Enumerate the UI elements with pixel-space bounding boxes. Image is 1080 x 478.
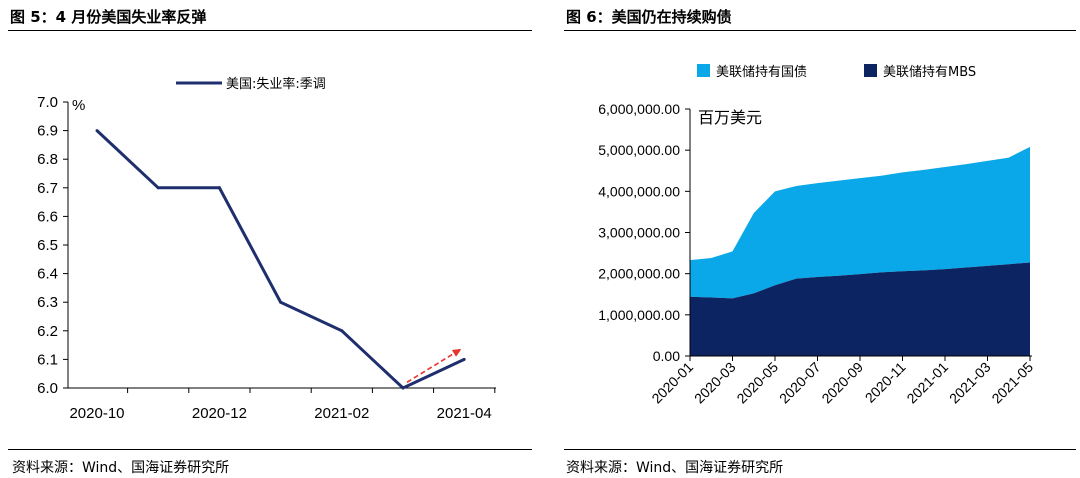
- y-tick-label: 6.5: [37, 237, 58, 254]
- y-tick-label: 6.0: [37, 380, 58, 397]
- right-x-tick-label: 2020-07: [776, 359, 824, 407]
- right-y-unit-label: 百万美元: [698, 108, 762, 127]
- unemployment-data-point: [401, 386, 405, 390]
- y-tick-label: 6.8: [37, 151, 58, 168]
- y-tick-label: 6.2: [37, 323, 58, 340]
- right-y-tick-label: 2,000,000.00: [598, 266, 680, 282]
- y-tick-label: 6.7: [37, 180, 58, 197]
- right-y-tick-label: 3,000,000.00: [598, 225, 680, 241]
- right-x-tick-label: 2021-05: [988, 359, 1036, 407]
- left-chart-title: 图 5：4 月份美国失业率反弹: [10, 8, 207, 26]
- unemployment-data-point: [156, 186, 160, 190]
- unemployment-data-point: [279, 300, 283, 304]
- treasury-holdings-area: [690, 146, 1030, 299]
- x-tick-label: 2020-12: [192, 405, 247, 422]
- unemployment-data-point: [340, 329, 344, 333]
- legend-label-treasury: 美联储持有国债: [716, 65, 807, 80]
- right-y-tick-label: 0.00: [653, 348, 680, 364]
- x-tick-label: 2021-04: [437, 405, 492, 422]
- right-x-tick-label: 2020-05: [733, 359, 781, 407]
- right-x-tick-label: 2020-09: [818, 359, 866, 407]
- left-title-rule: [8, 30, 532, 31]
- legend-label-unemployment: 美国:失业率:季调: [226, 76, 326, 92]
- right-x-tick-label: 2020-03: [691, 359, 739, 407]
- y-tick-label: 6.1: [37, 351, 58, 368]
- left-source-note: 资料来源：Wind、国海证券研究所: [12, 460, 230, 476]
- right-title-rule: [564, 30, 1076, 31]
- right-y-tick-label: 5,000,000.00: [598, 142, 680, 158]
- x-tick-label: 2020-10: [69, 405, 124, 422]
- unemployment-data-point: [95, 129, 99, 133]
- rebound-arrow: [406, 351, 458, 383]
- y-tick-label: 7.0: [37, 94, 58, 111]
- y-tick-label: 6.3: [37, 294, 58, 311]
- right-x-tick-label: 2021-03: [946, 359, 994, 407]
- right-x-tick-label: 2021-01: [903, 359, 951, 407]
- y-tick-label: 6.6: [37, 208, 58, 225]
- right-x-tick-label: 2020-11: [862, 359, 909, 406]
- right-x-tick-label: 2020-01: [648, 359, 696, 407]
- legend-label-mbs: 美联储持有MBS: [883, 65, 976, 80]
- x-tick-label: 2021-02: [314, 405, 369, 422]
- right-source-rule: [564, 449, 1076, 450]
- right-chart-title: 图 6：美国仍在持续购债: [566, 8, 732, 26]
- left-source-rule: [8, 449, 532, 450]
- legend-swatch-treasury: [697, 64, 710, 77]
- right-source-note: 资料来源：Wind、国海证券研究所: [566, 460, 784, 476]
- unemployment-data-point: [462, 357, 466, 361]
- right-y-tick-label: 1,000,000.00: [598, 307, 680, 323]
- right-y-tick-label: 6,000,000.00: [598, 101, 680, 117]
- y-unit-label: %: [72, 97, 85, 114]
- right-y-tick-label: 4,000,000.00: [598, 183, 680, 199]
- unemployment-data-point: [217, 186, 221, 190]
- mbs-holdings-area: [690, 262, 1030, 356]
- y-tick-label: 6.4: [37, 266, 58, 283]
- y-tick-label: 6.9: [37, 123, 58, 140]
- legend-swatch-mbs: [864, 64, 877, 77]
- unemployment-line-chart: 7.0 6.9 6.8 6.7 6.6 6.5 6.4 6.3 6.2 6.1 6.0% 2020-1…: [37, 76, 496, 422]
